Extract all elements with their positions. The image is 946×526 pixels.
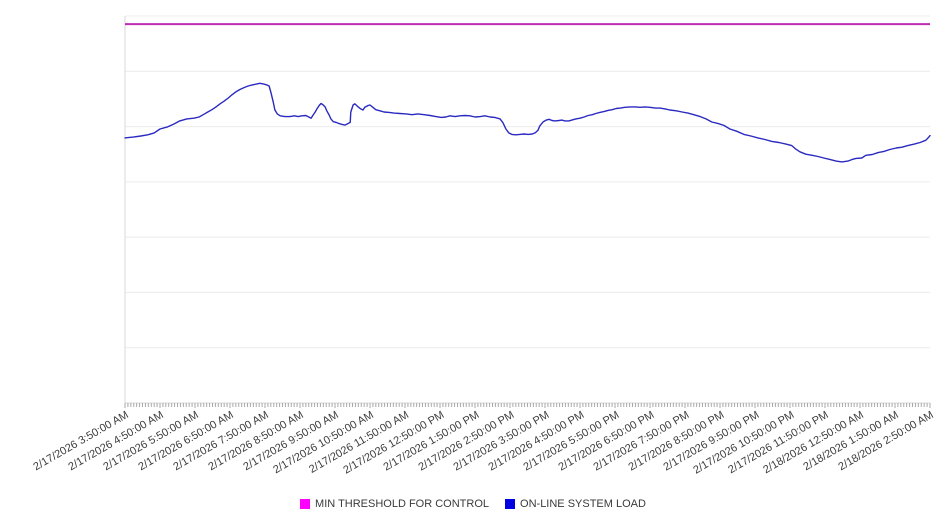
legend-item-min-threshold: MIN THRESHOLD FOR CONTROL bbox=[300, 498, 489, 510]
legend-label-online-system-load: ON-LINE SYSTEM LOAD bbox=[520, 498, 646, 510]
legend-swatch-online-system-load bbox=[505, 499, 516, 509]
legend-label-min-threshold: MIN THRESHOLD FOR CONTROL bbox=[315, 498, 490, 510]
legend-item-online-system-load: ON-LINE SYSTEM LOAD bbox=[505, 498, 646, 510]
legend-swatch-min-threshold bbox=[300, 499, 311, 509]
plot-area bbox=[124, 15, 931, 408]
chart-legend: MIN THRESHOLD FOR CONTROL ON-LINE SYSTEM… bbox=[0, 498, 946, 510]
